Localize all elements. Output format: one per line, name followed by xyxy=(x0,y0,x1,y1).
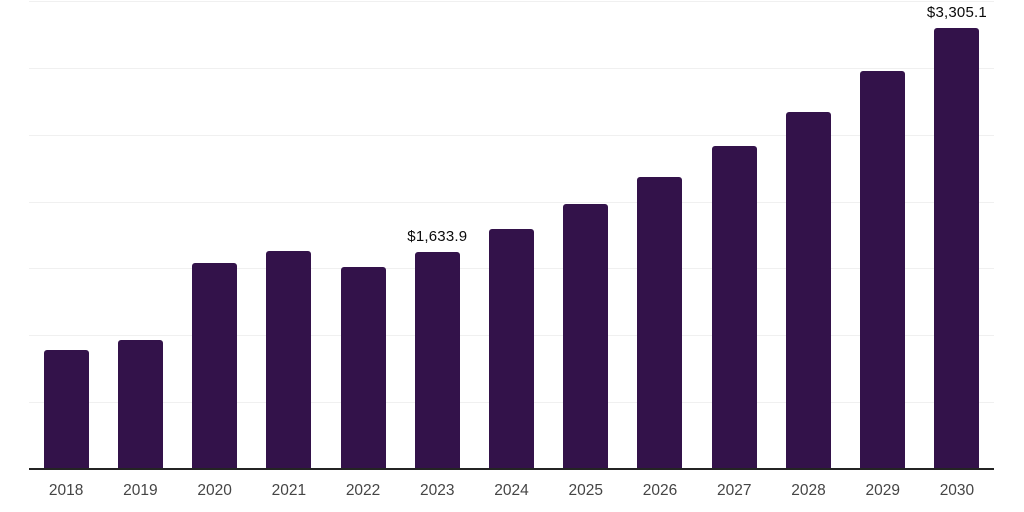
x-tick-label-2028: 2028 xyxy=(791,482,826,499)
bar-2028 xyxy=(785,111,831,470)
bar-2020 xyxy=(192,263,238,470)
bar-2021 xyxy=(266,250,312,470)
x-tick-label-2023: 2023 xyxy=(420,482,455,499)
bar-column-2025 xyxy=(549,0,623,470)
bar-column-2020 xyxy=(177,0,251,470)
bar-column-2022 xyxy=(326,0,400,470)
bar-column-2023: $1,633.9 xyxy=(400,0,474,470)
bar-column-2024 xyxy=(474,0,548,470)
bar-2029 xyxy=(860,70,906,470)
bar-2025 xyxy=(563,203,609,470)
bar-2027 xyxy=(711,145,757,470)
bar-column-2018 xyxy=(29,0,103,470)
x-tick-label-2026: 2026 xyxy=(642,482,678,499)
x-tick-label-2021: 2021 xyxy=(271,482,307,499)
x-tick-label-2029: 2029 xyxy=(865,482,900,499)
plot-area: $1,633.9 $3,305.1 xyxy=(29,0,994,470)
x-tick-label-2030: 2030 xyxy=(939,482,975,499)
gridline xyxy=(29,67,994,69)
gridline xyxy=(29,134,994,136)
bar-2026 xyxy=(637,176,683,470)
bar-column-2026 xyxy=(623,0,697,470)
bar-2018 xyxy=(43,350,89,470)
x-tick-label-2025: 2025 xyxy=(568,482,603,499)
bar-2022 xyxy=(340,267,386,470)
bar-value-label-2030: $3,305.1 xyxy=(926,4,987,22)
bar-column-2021 xyxy=(252,0,326,470)
x-tick-label-2022: 2022 xyxy=(345,482,381,499)
x-tick-label-2027: 2027 xyxy=(716,482,752,499)
bar-column-2029 xyxy=(846,0,920,470)
x-tick-label-2020: 2020 xyxy=(197,482,232,499)
bar-value-label-2023: $1,633.9 xyxy=(407,227,468,245)
bar-column-2019 xyxy=(103,0,177,470)
bar-2024 xyxy=(489,228,535,470)
x-tick-label-2019: 2019 xyxy=(123,482,158,499)
gridline xyxy=(29,201,994,203)
bar-column-2027 xyxy=(697,0,771,470)
gridline xyxy=(29,1,994,2)
x-tick-label-2018: 2018 xyxy=(48,482,84,499)
bar-2019 xyxy=(117,339,163,470)
bar-column-2030: $3,305.1 xyxy=(920,0,994,470)
bar-column-2028 xyxy=(771,0,845,470)
bar-2023 xyxy=(414,251,460,470)
bars-layer: $1,633.9 $3,305.1 xyxy=(29,0,994,470)
x-tick-label-2024: 2024 xyxy=(494,482,529,499)
x-axis-tick-labels: 2018 2019 2020 2021 2022 2023 2024 2025 2026 2027… xyxy=(29,472,994,510)
x-axis-line xyxy=(29,468,994,470)
bar-2030 xyxy=(934,28,980,470)
